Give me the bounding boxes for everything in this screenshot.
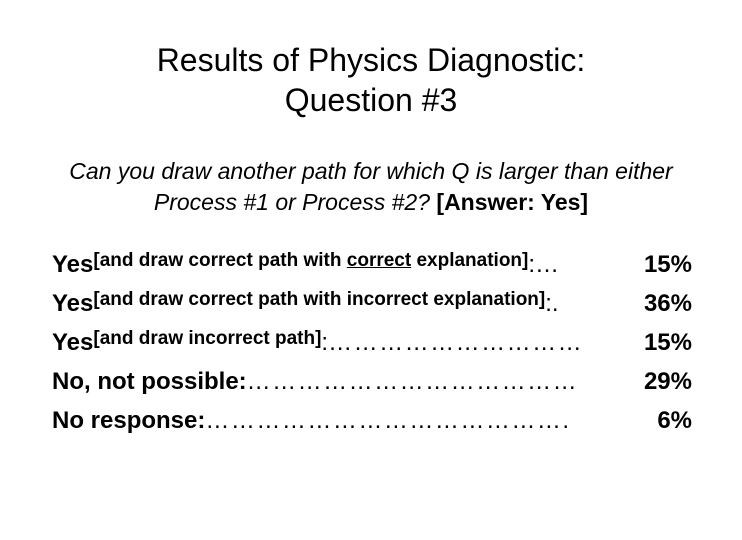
dot-leader: ……………………………………. <box>205 402 657 441</box>
slide-title: Results of Physics Diagnostic: Question … <box>50 40 692 120</box>
row-main-label: Yes <box>52 324 93 363</box>
row-main-label: No response: <box>52 402 205 441</box>
row-percent: 15% <box>644 246 692 285</box>
question-text: Can you draw another path for which Q is… <box>50 156 692 218</box>
row-colon: : <box>321 324 328 363</box>
title-line-1: Results of Physics Diagnostic: <box>50 40 692 80</box>
dot-leader: . <box>552 285 644 324</box>
row-main-label: Yes <box>52 285 93 324</box>
title-line-2: Question #3 <box>50 80 692 120</box>
row-percent: 15% <box>644 324 692 363</box>
row-bracket: [and draw correct path with correct expl… <box>93 246 528 285</box>
row-percent: 6% <box>657 402 692 441</box>
row-bracket: [and draw correct path with incorrect ex… <box>93 285 545 324</box>
row-percent: 36% <box>644 285 692 324</box>
answer-tag: [Answer: Yes] <box>436 189 588 215</box>
row-colon: : <box>545 285 552 324</box>
row-bracket: [and draw incorrect path] <box>93 324 321 363</box>
row-percent: 29% <box>644 363 692 402</box>
row-colon: : <box>528 246 535 285</box>
result-row: Yes [and draw incorrect path]: ………………………… <box>52 324 692 363</box>
row-main-label: No, not possible: <box>52 363 247 402</box>
results-list: Yes [and draw correct path with correct … <box>50 246 692 440</box>
result-row: Yes [and draw correct path with incorrec… <box>52 285 692 324</box>
result-row: Yes [and draw correct path with correct … <box>52 246 692 285</box>
row-main-label: Yes <box>52 246 93 285</box>
result-row: No, not possible: ………………………………… 29% <box>52 363 692 402</box>
dot-leader: … <box>535 246 644 285</box>
dot-leader: ………………………………… <box>247 363 644 402</box>
result-row: No response: ……………………………………. 6% <box>52 402 692 441</box>
dot-leader: ………………………… <box>328 324 644 363</box>
